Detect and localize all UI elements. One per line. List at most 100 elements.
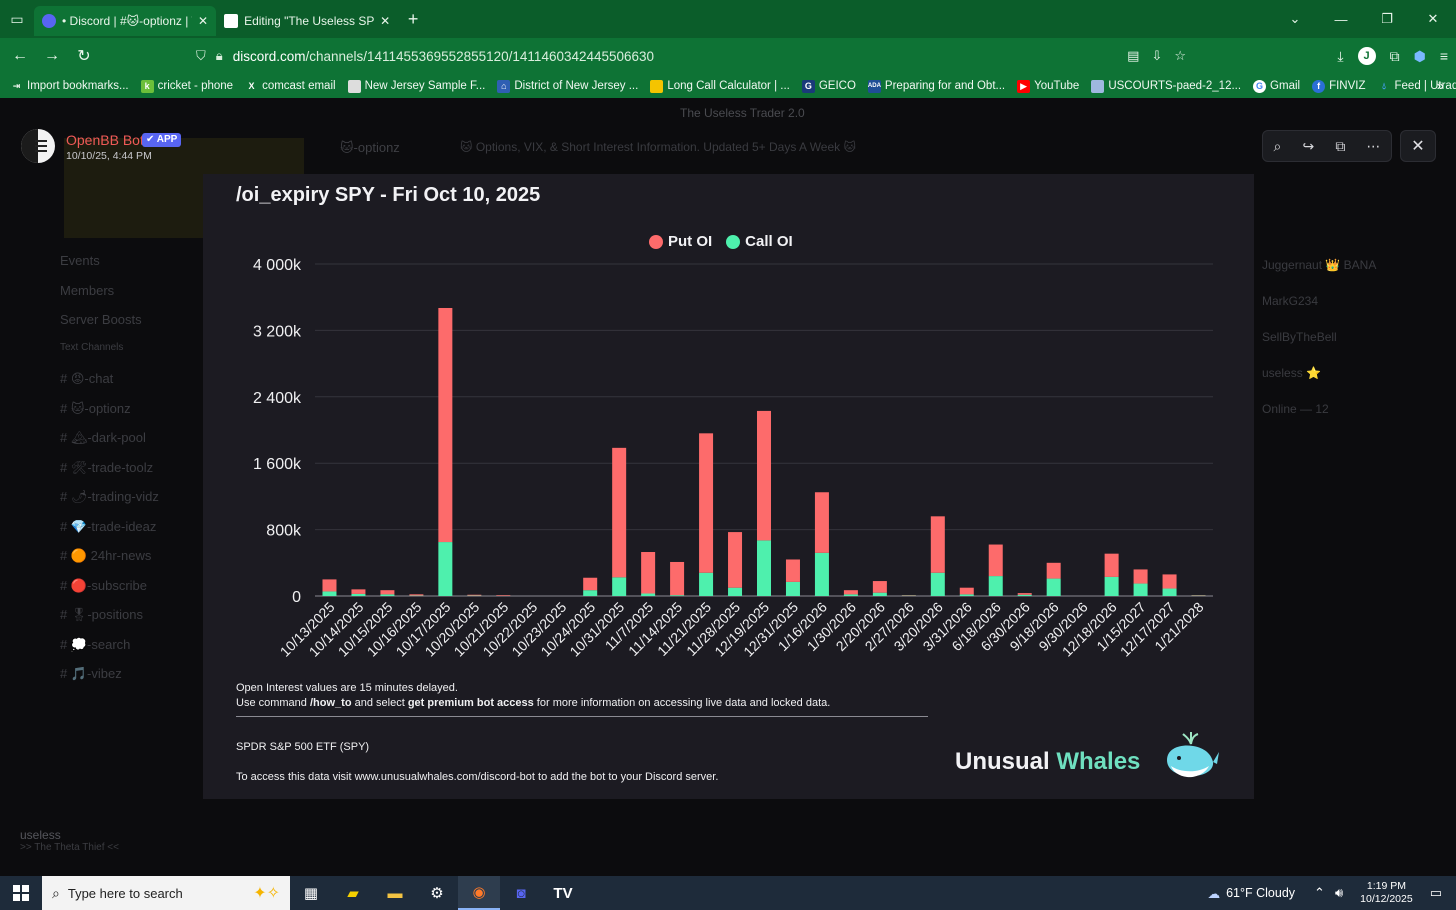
- bar-call-oi: [322, 591, 337, 596]
- discord-app-icon[interactable]: ◙: [516, 884, 526, 902]
- tab-close-icon[interactable]: ✕: [198, 14, 209, 28]
- bookmark-item[interactable]: ⇥ Import bookmarks...: [10, 80, 129, 93]
- sidebar-item[interactable]: # 🐱-optionz: [60, 400, 131, 416]
- bar-put-oi: [1162, 574, 1177, 589]
- firefox-app-icon[interactable]: ◉: [458, 876, 500, 910]
- volume-icon[interactable]: 🔊︎: [1334, 885, 1344, 900]
- reload-icon[interactable]: ↻: [77, 48, 91, 65]
- sidebar-item[interactable]: # 🛠-trade-toolz: [60, 459, 154, 475]
- browser-navbar: ← → ↻ ⛉ 🔒︎ discord.com /channels/1411455…: [0, 38, 1456, 74]
- bookmark-item[interactable]: ADA Preparing for and Obt...: [867, 79, 1006, 93]
- sidebar-item[interactable]: Members: [60, 282, 115, 298]
- tab-close-icon[interactable]: ✕: [380, 14, 391, 28]
- member-item[interactable]: useless ⭐: [1262, 366, 1321, 380]
- sidebar-item[interactable]: # 🌶-trading-vidz: [60, 489, 159, 504]
- bar-call-oi: [988, 576, 1003, 596]
- bookmark-item[interactable]: ⌂ District of New Jersey ...: [497, 79, 638, 93]
- close-window-button[interactable]: ✕: [1427, 11, 1439, 26]
- y-tick-label: 800k: [266, 523, 302, 540]
- shield-icon[interactable]: ⛉: [196, 48, 206, 63]
- tradingview-app-icon[interactable]: TV: [553, 884, 573, 902]
- open-external-icon[interactable]: ⧉: [1335, 137, 1346, 154]
- call-dot-icon: [726, 234, 741, 249]
- bookmarks-overflow-icon[interactable]: »: [1436, 78, 1444, 93]
- taskbar-search[interactable]: ⌕ Type here to search ✦✧: [42, 876, 290, 910]
- zoom-icon[interactable]: ⌕: [1273, 137, 1282, 154]
- bar-call-oi: [930, 572, 945, 596]
- reader-view-icon[interactable]: ▤: [1127, 48, 1140, 63]
- sidebar-item[interactable]: Server Boosts: [60, 312, 142, 327]
- member-item[interactable]: Juggernaut 👑 BANA: [1262, 258, 1377, 272]
- notifications-icon[interactable]: ⬢: [1413, 47, 1426, 64]
- bar-call-oi: [1162, 588, 1177, 596]
- discord-favicon-icon: [42, 14, 56, 28]
- tab-editing[interactable]: Editing "The Useless SPY report ✕: [216, 6, 398, 36]
- close-viewer-button[interactable]: ✕: [1400, 130, 1436, 162]
- extensions-icon[interactable]: ⧉: [1389, 47, 1400, 64]
- window-controls: ⌄ — ❐ ✕: [1272, 0, 1456, 38]
- bar-put-oi: [351, 589, 366, 594]
- sidebar-item[interactable]: # 🎵-vibez: [60, 666, 122, 681]
- sidebar-item[interactable]: # 🔴-subscribe: [60, 577, 147, 593]
- member-item[interactable]: SellByTheBell: [1262, 330, 1337, 344]
- forward-share-icon[interactable]: ↪: [1302, 137, 1315, 154]
- y-tick-label: 1 600k: [253, 456, 302, 473]
- current-user[interactable]: useless >> The Theta Thief <<: [20, 828, 119, 853]
- bookmark-item[interactable]: Long Call Calculator | ...: [650, 79, 790, 93]
- weather-widget[interactable]: ☁ 61°F Cloudy: [1207, 886, 1296, 901]
- account-avatar[interactable]: J: [1357, 47, 1376, 65]
- settings-app-icon[interactable]: ⚙: [430, 885, 444, 902]
- bookmark-item[interactable]: f FINVIZ: [1312, 79, 1366, 93]
- menu-icon[interactable]: ≡: [1439, 48, 1448, 64]
- forward-icon[interactable]: →: [44, 47, 60, 64]
- calculator-app-icon[interactable]: ▦: [303, 885, 319, 902]
- tab-discord[interactable]: • Discord | #🐱-optionz | The U ✕: [34, 6, 217, 36]
- chart-legend: Put OI Call OI: [649, 233, 793, 250]
- sidebar-item[interactable]: # 🟠 24hr-news: [60, 548, 152, 563]
- bookmark-item[interactable]: ▶ YouTube: [1017, 79, 1079, 93]
- lock-icon[interactable]: 🔒︎: [215, 48, 223, 63]
- bookmark-item[interactable]: k cricket - phone: [140, 79, 233, 93]
- back-icon[interactable]: ←: [12, 47, 28, 64]
- bar-put-oi: [641, 552, 656, 594]
- sidebar-item[interactable]: # 🏔-dark-pool: [60, 430, 146, 445]
- save-page-icon[interactable]: ⇩: [1151, 48, 1163, 63]
- bar-put-oi: [843, 590, 858, 595]
- member-item[interactable]: MarkG234: [1262, 294, 1319, 308]
- downloads-icon[interactable]: ⤓: [1337, 47, 1344, 64]
- sidebar-item[interactable]: # 😡-chat: [60, 371, 114, 386]
- restore-button[interactable]: ❐: [1381, 11, 1393, 26]
- bar-put-oi: [1046, 562, 1061, 579]
- bar-put-oi: [728, 532, 743, 588]
- post-timestamp: 10/10/25, 4:44 PM: [66, 150, 152, 162]
- sidebar-item[interactable]: # 💭-search: [60, 636, 131, 652]
- sidebar-item[interactable]: Events: [60, 253, 100, 268]
- bot-avatar[interactable]: [21, 129, 55, 163]
- bookmark-item[interactable]: New Jersey Sample F...: [347, 79, 485, 93]
- file-explorer-app-icon[interactable]: ▬: [387, 884, 403, 902]
- finviz-icon: f: [1312, 79, 1326, 93]
- notification-center-icon[interactable]: ▭: [1429, 885, 1442, 900]
- more-options-icon[interactable]: ⋯: [1366, 137, 1381, 154]
- start-button[interactable]: [0, 876, 42, 910]
- sidebar-item[interactable]: # 🎖-positions: [60, 607, 143, 622]
- bot-name[interactable]: OpenBB Bot: [66, 132, 144, 148]
- bar-call-oi: [843, 594, 858, 596]
- bookmark-item[interactable]: 💧︎Feed | Utradea: [1378, 80, 1456, 93]
- bookmark-item[interactable]: USCOURTS-paed-2_12...: [1091, 79, 1241, 93]
- tab-list-icon[interactable]: ▭: [10, 10, 24, 27]
- tab-overflow-icon[interactable]: ⌄: [1289, 11, 1301, 26]
- whale-logo-icon: [1167, 732, 1219, 778]
- sidebar-item[interactable]: # 💎-trade-ideaz: [60, 518, 157, 534]
- bookmark-item[interactable]: G Gmail: [1253, 79, 1300, 93]
- bookmark-item[interactable]: G GEICO: [801, 79, 856, 93]
- bookmark-star-icon[interactable]: ☆: [1174, 48, 1186, 63]
- minimize-button[interactable]: —: [1334, 11, 1348, 27]
- footer-divider: [236, 716, 928, 717]
- sticky-notes-app-icon[interactable]: ▰: [347, 885, 359, 902]
- clock[interactable]: 1:19 PM 10/12/2025: [1360, 880, 1413, 905]
- address-bar[interactable]: ⛉ 🔒︎ discord.com /channels/1411455369552…: [196, 42, 1196, 70]
- tray-overflow-icon[interactable]: ⌃: [1314, 885, 1325, 900]
- new-tab-button[interactable]: +: [407, 8, 419, 29]
